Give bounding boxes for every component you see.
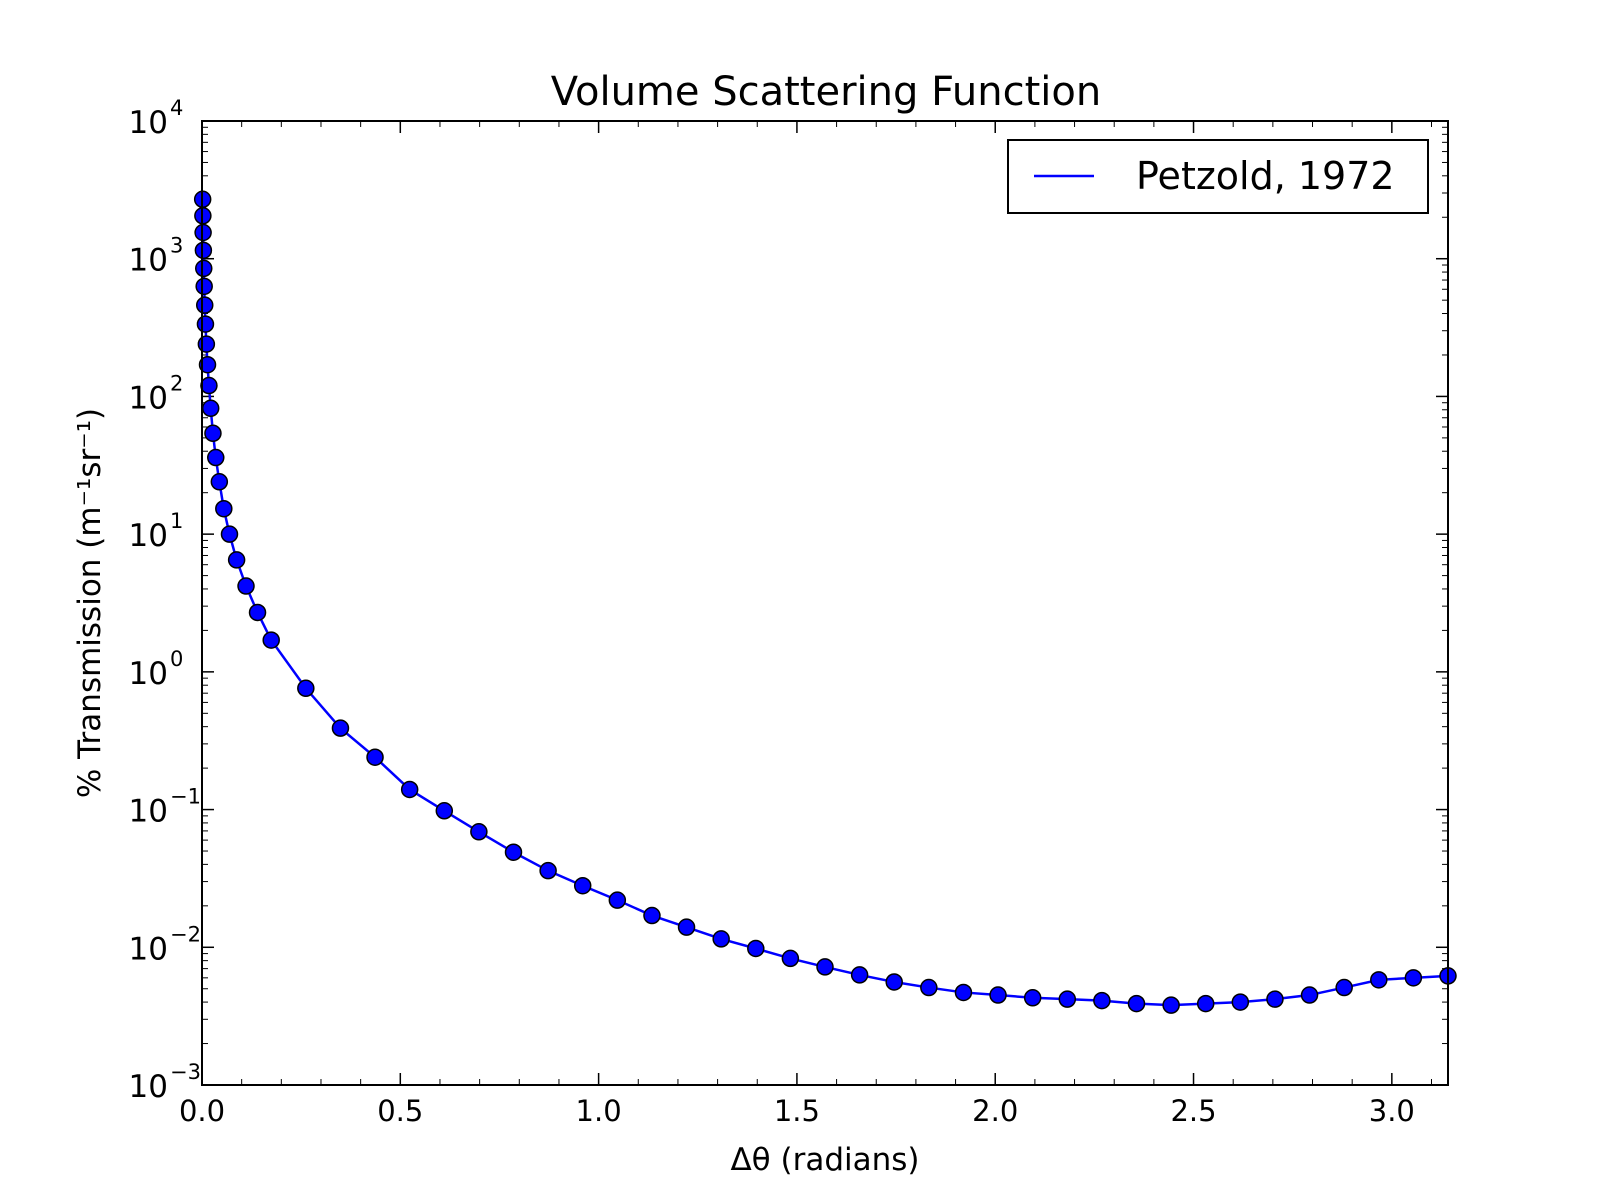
y-axis-label: % Transmission (m⁻¹sr⁻¹) bbox=[72, 408, 108, 798]
data-point-marker bbox=[1058, 990, 1077, 1008]
data-point-marker bbox=[200, 376, 218, 395]
x-tick-label: 3.0 bbox=[1369, 1094, 1415, 1128]
x-tick-labels: 0.0 0.5 1.0 1.5 2.0 2.5 3.0 bbox=[179, 1094, 1415, 1128]
data-point-marker bbox=[1196, 994, 1215, 1013]
data-point-marker bbox=[643, 906, 661, 925]
y-tick-label-base: 10 bbox=[129, 931, 168, 967]
y-tick-label-exponent: 0 bbox=[170, 647, 183, 671]
plot-area bbox=[202, 121, 1448, 1085]
y-tick-label-exponent: 4 bbox=[170, 96, 183, 120]
legend-label: Petzold, 1972 bbox=[1136, 154, 1395, 198]
plot-frame bbox=[201, 120, 1449, 1086]
data-point-marker bbox=[573, 876, 592, 895]
data-point-marker bbox=[227, 551, 246, 569]
chart-title: Volume Scattering Function bbox=[551, 69, 1102, 115]
data-point-marker bbox=[210, 473, 229, 491]
data-point-marker bbox=[1127, 994, 1146, 1013]
y-tick-label-exponent: 3 bbox=[170, 234, 183, 258]
data-point-marker bbox=[331, 719, 350, 737]
data-point-marker bbox=[954, 983, 973, 1002]
data-point-marker bbox=[781, 949, 800, 968]
data-point-marker bbox=[194, 241, 213, 260]
data-point-marker bbox=[248, 603, 267, 622]
data-point-marker bbox=[366, 748, 384, 766]
y-tick-label-base: 10 bbox=[129, 794, 168, 830]
data-point-marker bbox=[1335, 978, 1353, 997]
y-tick-label-base: 10 bbox=[129, 1069, 168, 1105]
data-point-marker bbox=[262, 631, 280, 649]
data-point-marker bbox=[712, 930, 730, 948]
data-point-marker bbox=[195, 277, 213, 296]
data-point-marker bbox=[504, 843, 523, 861]
y-tick-label-base: 10 bbox=[129, 380, 168, 416]
data-point-marker bbox=[204, 424, 222, 443]
data-point-marker bbox=[1162, 996, 1180, 1014]
data-point-marker bbox=[1023, 989, 1042, 1007]
data-point-marker bbox=[920, 978, 938, 997]
data-point-marker bbox=[608, 891, 627, 909]
y-tick-label-exponent: −1 bbox=[170, 785, 201, 809]
data-point-marker bbox=[297, 679, 315, 698]
x-tick-label: 1.0 bbox=[576, 1094, 622, 1128]
data-point-marker bbox=[816, 958, 834, 976]
x-tick-label: 1.5 bbox=[774, 1094, 820, 1128]
data-point-marker bbox=[850, 966, 869, 984]
data-point-marker bbox=[195, 259, 213, 278]
data-point-marker bbox=[1231, 993, 1250, 1011]
data-point-marker bbox=[220, 525, 239, 543]
data-point-marker bbox=[885, 973, 903, 991]
data-point-marker bbox=[207, 448, 225, 467]
y-tick-label-exponent: −2 bbox=[170, 922, 201, 946]
y-tick-label-exponent: −3 bbox=[170, 1060, 201, 1084]
x-axis-label: Δθ (radians) bbox=[730, 1142, 919, 1178]
data-point-marker bbox=[1370, 971, 1388, 989]
y-tick-label-base: 10 bbox=[129, 518, 168, 554]
data-point-marker bbox=[196, 315, 215, 333]
y-tick-label-base: 10 bbox=[129, 656, 168, 692]
data-point-marker bbox=[198, 355, 217, 374]
data-point-marker bbox=[201, 399, 220, 418]
y-tick-label-base: 10 bbox=[129, 243, 168, 279]
x-tick-label: 2.0 bbox=[972, 1094, 1018, 1128]
data-point-marker bbox=[197, 335, 216, 353]
data-point-marker bbox=[1404, 969, 1423, 987]
y-tick-label-exponent: 1 bbox=[170, 509, 183, 533]
y-tick-label-base: 10 bbox=[129, 105, 168, 141]
data-point-marker bbox=[470, 823, 488, 841]
data-point-marker bbox=[195, 296, 214, 314]
data-point-marker bbox=[677, 918, 696, 936]
data-point-marker bbox=[237, 577, 255, 595]
data-point-marker bbox=[435, 802, 454, 820]
data-point-marker bbox=[1300, 986, 1319, 1004]
data-point-marker bbox=[747, 939, 765, 958]
legend: Petzold, 1972 bbox=[1007, 139, 1429, 214]
data-point-marker bbox=[989, 986, 1007, 1004]
y-tick-label-exponent: 2 bbox=[170, 371, 183, 395]
data-point-marker bbox=[539, 861, 557, 880]
data-point-marker bbox=[400, 780, 419, 799]
x-tick-label: 0.0 bbox=[179, 1094, 225, 1128]
x-tick-label: 2.5 bbox=[1170, 1094, 1216, 1128]
data-point-marker bbox=[1093, 991, 1111, 1010]
data-point-marker bbox=[1266, 990, 1284, 1008]
x-tick-label: 0.5 bbox=[377, 1094, 423, 1128]
data-point-marker bbox=[194, 223, 212, 242]
data-point-marker bbox=[215, 499, 233, 518]
